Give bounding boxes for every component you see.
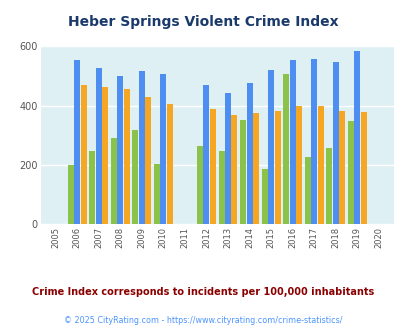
Bar bbox=[117, 76, 123, 224]
Bar bbox=[145, 97, 151, 224]
Bar bbox=[332, 62, 338, 224]
Bar bbox=[89, 151, 95, 224]
Bar bbox=[304, 157, 310, 224]
Bar bbox=[153, 163, 160, 224]
Text: Heber Springs Violent Crime Index: Heber Springs Violent Crime Index bbox=[68, 15, 337, 29]
Bar bbox=[209, 109, 215, 224]
Bar bbox=[218, 151, 224, 224]
Bar bbox=[338, 111, 344, 224]
Bar bbox=[132, 130, 138, 224]
Bar bbox=[166, 104, 173, 224]
Bar bbox=[196, 146, 202, 224]
Bar bbox=[317, 107, 323, 224]
Bar bbox=[160, 75, 166, 224]
Bar bbox=[267, 70, 273, 224]
Text: © 2025 CityRating.com - https://www.cityrating.com/crime-statistics/: © 2025 CityRating.com - https://www.city… bbox=[64, 315, 341, 325]
Bar bbox=[246, 83, 252, 224]
Bar bbox=[347, 121, 353, 224]
Bar bbox=[353, 50, 359, 224]
Bar bbox=[224, 93, 230, 224]
Bar bbox=[74, 59, 80, 224]
Bar bbox=[139, 71, 145, 224]
Bar bbox=[274, 111, 280, 224]
Bar bbox=[289, 59, 295, 224]
Bar bbox=[102, 87, 108, 224]
Bar bbox=[124, 89, 130, 224]
Bar bbox=[68, 165, 74, 224]
Bar bbox=[231, 115, 237, 224]
Bar bbox=[203, 85, 209, 224]
Bar bbox=[252, 113, 258, 224]
Bar bbox=[325, 148, 331, 224]
Bar bbox=[96, 68, 102, 224]
Bar bbox=[360, 112, 366, 224]
Bar bbox=[81, 85, 87, 224]
Bar bbox=[282, 75, 288, 224]
Bar bbox=[111, 138, 117, 224]
Bar bbox=[295, 106, 301, 224]
Legend: Heber Springs, Arkansas, National: Heber Springs, Arkansas, National bbox=[78, 328, 356, 330]
Bar bbox=[261, 170, 267, 224]
Bar bbox=[239, 120, 245, 224]
Bar bbox=[310, 59, 316, 224]
Text: Crime Index corresponds to incidents per 100,000 inhabitants: Crime Index corresponds to incidents per… bbox=[32, 287, 373, 297]
